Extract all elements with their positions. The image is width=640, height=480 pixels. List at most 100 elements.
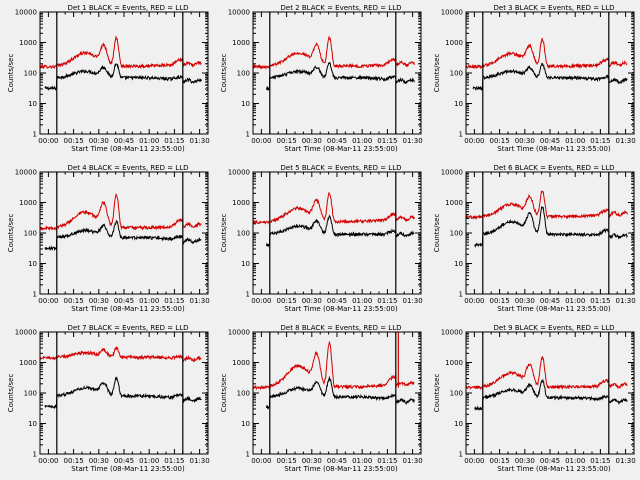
y-tick-label: 1000 <box>19 39 37 47</box>
y-tick-label: 1000 <box>19 199 37 207</box>
chart-panel-5: 1 10 100 1000 10000 00:00 00:15 00:30 00:45 01:00… <box>220 164 423 313</box>
y-tick-label: 10000 <box>441 169 463 177</box>
x-axis-label: Start Time (08-Mar-11 23:55:00) <box>284 145 398 153</box>
x-tick-label: 00:00 <box>38 137 58 145</box>
y-tick-label: 1000 <box>445 359 463 367</box>
x-tick-label: 01:15 <box>377 137 397 145</box>
x-tick-label: 01:00 <box>565 297 585 305</box>
x-axis-label: Start Time (08-Mar-11 23:55:00) <box>497 465 611 473</box>
x-axis-label: Start Time (08-Mar-11 23:55:00) <box>497 145 611 153</box>
y-tick-label: 1 <box>459 131 463 139</box>
x-tick-label: 00:15 <box>64 297 84 305</box>
series-lld-line <box>40 35 202 70</box>
y-tick-label: 1 <box>246 291 250 299</box>
x-tick-label: 01:15 <box>164 137 184 145</box>
x-tick-label: 01:15 <box>590 297 610 305</box>
x-tick-label: 01:00 <box>352 297 372 305</box>
y-tick-label: 10000 <box>15 329 37 337</box>
y-axis-label: Counts/sec <box>433 214 441 253</box>
y-axis-label: Counts/sec <box>220 374 228 413</box>
x-tick-label: 00:15 <box>64 457 84 465</box>
x-tick-label: 01:00 <box>352 457 372 465</box>
x-tick-label: 00:30 <box>89 297 109 305</box>
series-lld-line <box>466 37 628 69</box>
x-tick-label: 00:00 <box>251 297 271 305</box>
x-tick-label: 01:00 <box>565 457 585 465</box>
x-tick-label: 01:15 <box>164 457 184 465</box>
x-tick-label: 00:00 <box>464 297 484 305</box>
y-tick-label: 1 <box>33 451 37 459</box>
y-tick-label: 10 <box>28 100 37 108</box>
x-tick-label: 01:30 <box>616 457 636 465</box>
series-lld-line <box>253 341 415 391</box>
x-axis-label: Start Time (08-Mar-11 23:55:00) <box>71 305 185 313</box>
series-events-line <box>44 63 202 91</box>
y-tick-label: 1000 <box>232 39 250 47</box>
y-tick-label: 1000 <box>232 359 250 367</box>
x-tick-label: 01:00 <box>139 457 159 465</box>
series-events-line <box>44 376 202 410</box>
x-tick-label: 01:00 <box>139 137 159 145</box>
y-tick-label: 100 <box>237 230 250 238</box>
series-events-line <box>474 205 628 249</box>
x-tick-label: 01:00 <box>352 137 372 145</box>
y-tick-label: 10 <box>28 260 37 268</box>
y-tick-label: 1 <box>459 451 463 459</box>
chart-panel-9: 1 10 100 1000 10000 00:00 00:15 00:30 00:45 01:00… <box>433 324 636 473</box>
x-tick-label: 00:15 <box>277 297 297 305</box>
y-tick-label: 100 <box>237 390 250 398</box>
x-tick-label: 00:15 <box>490 297 510 305</box>
chart-title: Det 9 BLACK = Events, RED = LLD <box>494 324 615 332</box>
x-tick-label: 00:45 <box>540 297 560 305</box>
y-tick-label: 10 <box>454 100 463 108</box>
x-tick-label: 00:30 <box>302 297 322 305</box>
y-tick-label: 100 <box>24 230 37 238</box>
x-tick-label: 01:15 <box>377 297 397 305</box>
series-events-line <box>265 375 415 410</box>
y-tick-label: 10000 <box>15 9 37 17</box>
x-tick-label: 00:45 <box>114 137 134 145</box>
y-tick-label: 10000 <box>441 9 463 17</box>
series-lld-line <box>466 356 628 391</box>
y-axis-label: Counts/sec <box>220 54 228 93</box>
series-events-line <box>44 219 202 252</box>
x-tick-label: 00:30 <box>515 297 535 305</box>
series-events-line <box>265 214 415 248</box>
y-tick-label: 10000 <box>228 9 250 17</box>
chart-title: Det 2 BLACK = Events, RED = LLD <box>281 4 402 12</box>
chart-panel-1: 1 10 100 1000 10000 00:00 00:15 00:30 00:45 01:00… <box>7 4 210 153</box>
x-tick-label: 01:15 <box>377 457 397 465</box>
x-tick-label: 00:45 <box>114 297 134 305</box>
series-lld-line <box>466 190 628 220</box>
series-events-line <box>474 378 628 411</box>
x-tick-label: 01:30 <box>616 137 636 145</box>
y-tick-label: 10000 <box>15 169 37 177</box>
x-tick-label: 00:30 <box>302 137 322 145</box>
x-tick-label: 00:30 <box>89 137 109 145</box>
x-tick-label: 01:00 <box>565 137 585 145</box>
chart-title: Det 5 BLACK = Events, RED = LLD <box>281 164 402 172</box>
y-tick-label: 100 <box>24 390 37 398</box>
y-tick-label: 10 <box>241 420 250 428</box>
x-tick-label: 00:30 <box>302 457 322 465</box>
x-tick-label: 00:15 <box>64 137 84 145</box>
x-tick-label: 00:00 <box>38 297 58 305</box>
x-tick-label: 01:30 <box>403 297 423 305</box>
x-tick-label: 01:30 <box>616 297 636 305</box>
y-tick-label: 10 <box>28 420 37 428</box>
x-tick-label: 00:45 <box>327 137 347 145</box>
x-tick-label: 00:00 <box>464 457 484 465</box>
x-tick-label: 01:15 <box>590 457 610 465</box>
series-events-line <box>265 61 415 91</box>
y-tick-label: 1000 <box>445 39 463 47</box>
y-tick-label: 1000 <box>445 199 463 207</box>
x-tick-label: 00:15 <box>277 137 297 145</box>
x-tick-label: 01:30 <box>403 457 423 465</box>
x-tick-label: 00:15 <box>490 137 510 145</box>
y-tick-label: 100 <box>450 70 463 78</box>
series-events-line <box>472 62 628 92</box>
chart-title: Det 7 BLACK = Events, RED = LLD <box>68 324 189 332</box>
y-axis-label: Counts/sec <box>7 374 15 413</box>
y-tick-label: 1 <box>246 451 250 459</box>
x-tick-label: 00:30 <box>515 457 535 465</box>
